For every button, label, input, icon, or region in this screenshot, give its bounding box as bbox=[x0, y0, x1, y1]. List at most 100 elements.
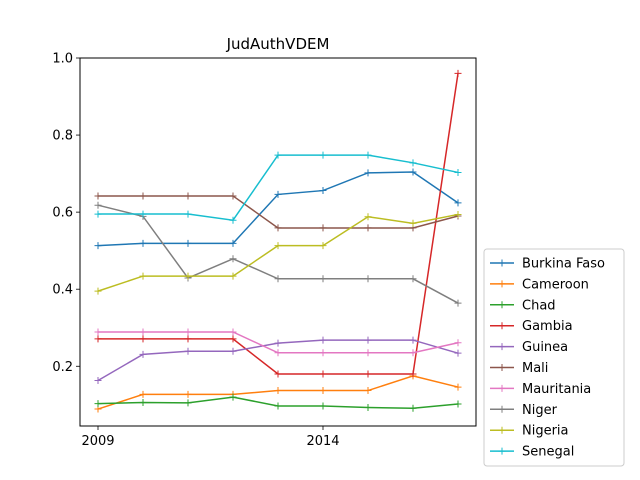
legend-marker bbox=[498, 259, 506, 267]
data-point bbox=[409, 336, 417, 344]
data-point bbox=[274, 190, 282, 198]
data-point bbox=[274, 242, 282, 250]
legend-label: Guinea bbox=[522, 340, 568, 355]
series-5 bbox=[94, 192, 462, 232]
legend-marker bbox=[498, 384, 506, 392]
y-tick-label: 1.0 bbox=[52, 52, 73, 67]
data-point bbox=[274, 275, 282, 283]
data-point bbox=[409, 159, 417, 167]
data-point bbox=[364, 404, 372, 412]
x-tick-label: 2014 bbox=[306, 434, 339, 449]
data-point bbox=[454, 299, 462, 307]
data-point bbox=[319, 349, 327, 357]
legend-label: Mauritania bbox=[522, 382, 591, 397]
data-point bbox=[454, 383, 462, 391]
legend-item: Niger bbox=[490, 403, 558, 418]
legend-item: Cameroon bbox=[490, 277, 589, 292]
legend-marker bbox=[498, 426, 506, 434]
data-point bbox=[409, 349, 417, 357]
legend-item: Gambia bbox=[490, 319, 573, 334]
plot-area-frame bbox=[79, 57, 477, 427]
legend-label: Niger bbox=[522, 403, 558, 418]
data-point bbox=[274, 339, 282, 347]
legend-label: Chad bbox=[522, 298, 556, 313]
data-point bbox=[364, 224, 372, 232]
series-line bbox=[98, 73, 459, 375]
data-point bbox=[319, 336, 327, 344]
data-point bbox=[319, 402, 327, 410]
legend-label: Cameroon bbox=[522, 277, 589, 292]
data-point bbox=[184, 272, 192, 280]
data-point bbox=[364, 336, 372, 344]
data-point bbox=[94, 210, 102, 218]
data-point bbox=[274, 151, 282, 159]
data-point bbox=[184, 210, 192, 218]
data-point bbox=[319, 151, 327, 159]
data-point bbox=[364, 349, 372, 357]
data-point bbox=[94, 287, 102, 295]
data-point bbox=[229, 393, 237, 401]
series-layer bbox=[94, 69, 462, 413]
data-point bbox=[139, 328, 147, 336]
data-point bbox=[454, 69, 462, 77]
data-point bbox=[409, 275, 417, 283]
data-point bbox=[319, 224, 327, 232]
legend-label: Mali bbox=[522, 361, 548, 376]
data-point bbox=[229, 192, 237, 200]
data-point bbox=[184, 328, 192, 336]
legend-label: Burkina Faso bbox=[522, 257, 605, 272]
data-point bbox=[139, 192, 147, 200]
data-point bbox=[184, 399, 192, 407]
legend-label: Nigeria bbox=[522, 424, 569, 439]
legend-item: Mauritania bbox=[490, 382, 591, 397]
legend-item: Senegal bbox=[490, 445, 574, 460]
data-point bbox=[454, 210, 462, 218]
legend: Burkina Faso Cameroon Chad Gambia Guinea Mali… bbox=[483, 248, 625, 467]
data-point bbox=[274, 387, 282, 395]
legend-marker bbox=[498, 343, 506, 351]
chart-title: JudAuthVDEM bbox=[226, 35, 330, 53]
data-point bbox=[139, 210, 147, 218]
data-point bbox=[229, 216, 237, 224]
data-point bbox=[409, 219, 417, 227]
data-point bbox=[364, 275, 372, 283]
series-6 bbox=[94, 328, 462, 357]
data-point bbox=[319, 370, 327, 378]
data-point bbox=[229, 272, 237, 280]
data-point bbox=[184, 347, 192, 355]
data-point bbox=[409, 168, 417, 176]
axes-layer: 2009 2014 0.2 0.4 0.6 0.8 1.0 bbox=[52, 52, 339, 450]
series-4 bbox=[94, 336, 462, 385]
data-point bbox=[319, 187, 327, 195]
x-tick-label: 2009 bbox=[81, 434, 114, 449]
legend-item: Burkina Faso bbox=[490, 257, 605, 272]
data-point bbox=[454, 400, 462, 408]
data-point bbox=[94, 242, 102, 250]
data-point bbox=[274, 370, 282, 378]
legend-marker bbox=[498, 301, 506, 309]
data-point bbox=[184, 335, 192, 343]
data-point bbox=[454, 349, 462, 357]
y-tick-label: 0.2 bbox=[52, 360, 73, 375]
data-point bbox=[94, 328, 102, 336]
legend-label: Gambia bbox=[522, 319, 573, 334]
data-point bbox=[94, 377, 102, 385]
data-point bbox=[364, 169, 372, 177]
data-point bbox=[319, 387, 327, 395]
data-point bbox=[364, 213, 372, 221]
data-point bbox=[184, 239, 192, 247]
series-3 bbox=[94, 69, 462, 378]
data-point bbox=[364, 387, 372, 395]
data-point bbox=[229, 328, 237, 336]
legend-item: Nigeria bbox=[490, 424, 569, 439]
legend-item: Chad bbox=[490, 298, 556, 313]
legend-box bbox=[483, 248, 625, 467]
legend-marker bbox=[498, 447, 506, 455]
data-point bbox=[364, 151, 372, 159]
data-point bbox=[94, 201, 102, 209]
data-point bbox=[274, 224, 282, 232]
data-point bbox=[454, 199, 462, 207]
data-point bbox=[139, 350, 147, 358]
data-point bbox=[319, 275, 327, 283]
